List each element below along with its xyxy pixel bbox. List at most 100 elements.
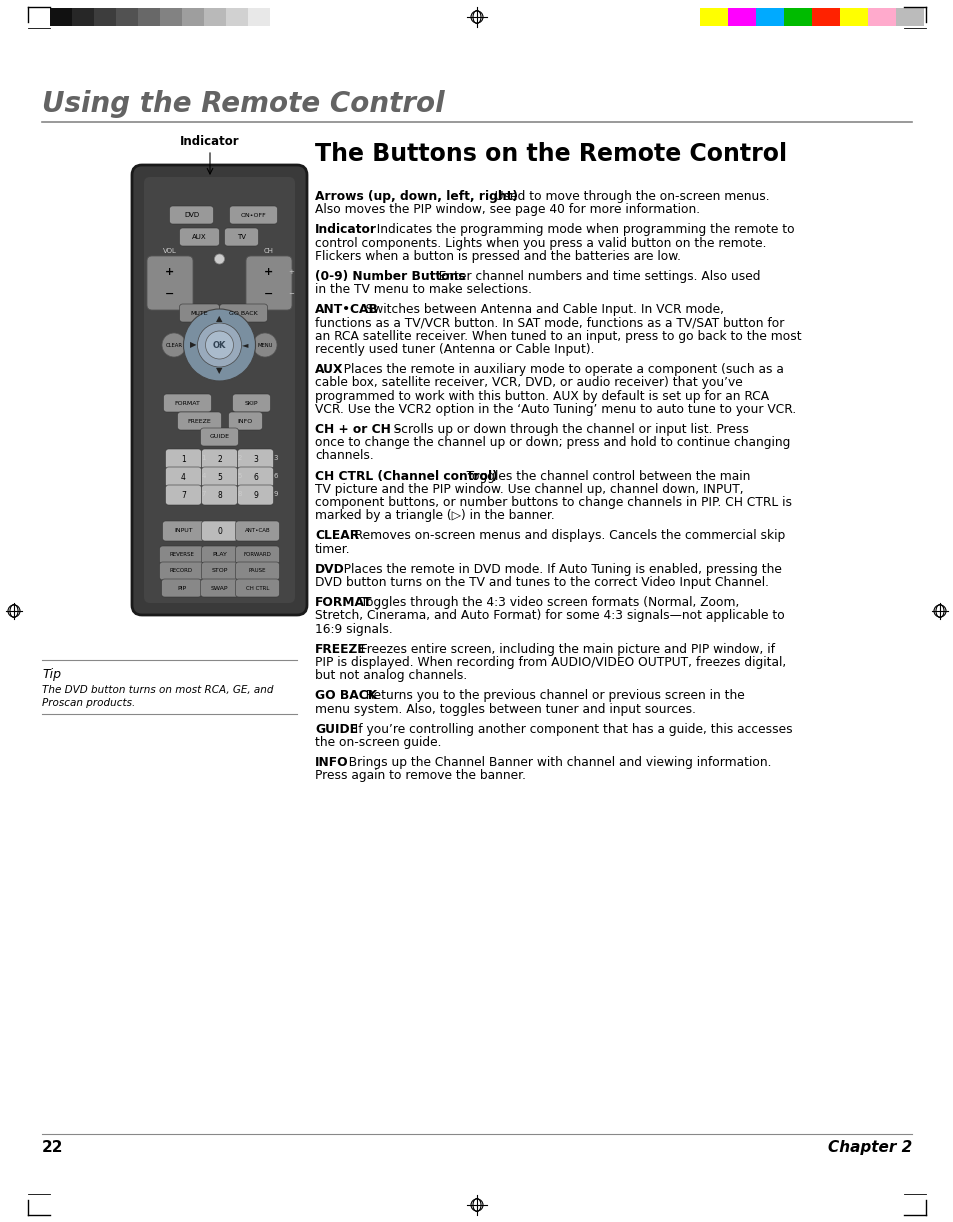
Text: channels.: channels.: [314, 450, 374, 462]
Bar: [700, 9, 727, 26]
Text: FORWARD: FORWARD: [243, 552, 272, 557]
Circle shape: [253, 334, 276, 357]
Circle shape: [197, 323, 241, 367]
Text: FORMAT: FORMAT: [314, 596, 372, 610]
Text: programmed to work with this button. AUX by default is set up for an RCA: programmed to work with this button. AUX…: [314, 390, 768, 402]
FancyBboxPatch shape: [144, 177, 294, 602]
Text: 3: 3: [253, 455, 257, 463]
Bar: [867, 9, 895, 26]
Bar: [50, 9, 71, 26]
FancyBboxPatch shape: [237, 485, 274, 505]
Text: FORMAT: FORMAT: [174, 401, 200, 406]
FancyBboxPatch shape: [224, 229, 258, 246]
Text: GO BACK: GO BACK: [314, 689, 376, 703]
Text: 5: 5: [217, 473, 222, 481]
FancyBboxPatch shape: [233, 393, 271, 412]
Text: 8: 8: [237, 491, 242, 497]
Text: 6: 6: [274, 473, 277, 479]
Text: Using the Remote Control: Using the Remote Control: [42, 90, 444, 119]
Text: 9: 9: [274, 491, 277, 497]
Text: 16:9 signals.: 16:9 signals.: [314, 622, 393, 635]
Text: GUIDE: GUIDE: [210, 435, 230, 440]
Bar: [116, 9, 138, 26]
Text: marked by a triangle (▷) in the banner.: marked by a triangle (▷) in the banner.: [314, 510, 554, 522]
Text: Brings up the Channel Banner with channel and viewing information.: Brings up the Channel Banner with channe…: [337, 756, 771, 769]
FancyBboxPatch shape: [179, 304, 219, 323]
Text: the on-screen guide.: the on-screen guide.: [314, 736, 441, 749]
Text: control components. Lights when you press a valid button on the remote.: control components. Lights when you pres…: [314, 237, 765, 249]
Bar: [248, 9, 270, 26]
Text: Chapter 2: Chapter 2: [827, 1140, 911, 1155]
Text: PIP: PIP: [176, 585, 186, 590]
Text: The DVD button turns on most RCA, GE, and: The DVD button turns on most RCA, GE, an…: [42, 686, 274, 695]
FancyBboxPatch shape: [229, 412, 262, 430]
FancyBboxPatch shape: [230, 207, 277, 224]
FancyBboxPatch shape: [165, 467, 201, 488]
Text: MENU: MENU: [257, 342, 273, 347]
Bar: [160, 9, 182, 26]
Bar: [811, 9, 840, 26]
Text: ◄: ◄: [242, 341, 249, 349]
Text: 1: 1: [181, 455, 186, 463]
FancyBboxPatch shape: [201, 467, 237, 488]
Text: cable box, satellite receiver, VCR, DVD, or audio receiver) that you’ve: cable box, satellite receiver, VCR, DVD,…: [314, 376, 742, 390]
Text: −: −: [288, 291, 294, 297]
Text: Also moves the PIP window, see page 40 for more information.: Also moves the PIP window, see page 40 f…: [314, 203, 700, 216]
Text: ▲: ▲: [216, 314, 222, 324]
Bar: [138, 9, 160, 26]
Bar: [840, 9, 867, 26]
Text: Places the remote in DVD mode. If Auto Tuning is enabled, pressing the: Places the remote in DVD mode. If Auto T…: [332, 563, 781, 576]
Text: timer.: timer.: [314, 543, 351, 556]
Text: Toggles through the 4:3 video screen formats (Normal, Zoom,: Toggles through the 4:3 video screen for…: [348, 596, 739, 610]
Text: 0: 0: [217, 527, 222, 535]
FancyBboxPatch shape: [201, 485, 237, 505]
Text: an RCA satellite receiver. When tuned to an input, press to go back to the most: an RCA satellite receiver. When tuned to…: [314, 330, 801, 343]
Text: Indicates the programming mode when programming the remote to: Indicates the programming mode when prog…: [365, 224, 794, 236]
Text: AUX: AUX: [192, 233, 207, 240]
FancyBboxPatch shape: [201, 448, 237, 469]
Text: GO BACK: GO BACK: [229, 310, 257, 315]
Text: but not analog channels.: but not analog channels.: [314, 670, 467, 682]
Text: PIP is displayed. When recording from AUDIO/VIDEO OUTPUT, freezes digital,: PIP is displayed. When recording from AU…: [314, 656, 785, 668]
Circle shape: [214, 254, 224, 264]
Text: FREEZE: FREEZE: [188, 418, 212, 424]
Text: 8: 8: [217, 490, 222, 500]
Text: PAUSE: PAUSE: [249, 568, 266, 573]
Text: CLEAR: CLEAR: [314, 529, 358, 543]
FancyBboxPatch shape: [201, 562, 237, 580]
Circle shape: [183, 309, 255, 381]
FancyBboxPatch shape: [132, 165, 307, 615]
Text: DVD button turns on the TV and tunes to the correct Video Input Channel.: DVD button turns on the TV and tunes to …: [314, 576, 768, 589]
Text: in the TV menu to make selections.: in the TV menu to make selections.: [314, 284, 532, 296]
Text: CH CTRL: CH CTRL: [246, 585, 269, 590]
FancyBboxPatch shape: [201, 521, 237, 541]
Text: ON•OFF: ON•OFF: [240, 213, 266, 218]
Text: PLAY: PLAY: [212, 552, 227, 557]
Text: INFO: INFO: [314, 756, 348, 769]
Text: recently used tuner (Antenna or Cable Input).: recently used tuner (Antenna or Cable In…: [314, 343, 594, 356]
Text: DVD: DVD: [184, 211, 199, 218]
Text: SWAP: SWAP: [211, 585, 228, 590]
Text: Switches between Antenna and Cable Input. In VCR mode,: Switches between Antenna and Cable Input…: [354, 303, 723, 316]
Text: ANT•CAB: ANT•CAB: [314, 303, 378, 316]
Text: +: +: [288, 269, 294, 275]
FancyBboxPatch shape: [200, 579, 238, 598]
Text: once to change the channel up or down; press and hold to continue changing: once to change the channel up or down; p…: [314, 436, 789, 450]
Text: DVD: DVD: [314, 563, 344, 576]
Text: FREEZE: FREEZE: [314, 643, 366, 656]
Text: TV picture and the PIP window. Use channel up, channel down, INPUT,: TV picture and the PIP window. Use chann…: [314, 483, 742, 496]
Text: Enter channel numbers and time settings. Also used: Enter channel numbers and time settings.…: [427, 270, 760, 284]
Bar: [727, 9, 755, 26]
Bar: [204, 9, 226, 26]
FancyBboxPatch shape: [165, 485, 201, 505]
FancyBboxPatch shape: [235, 579, 279, 598]
Text: Press again to remove the banner.: Press again to remove the banner.: [314, 770, 525, 782]
FancyBboxPatch shape: [246, 255, 292, 310]
FancyBboxPatch shape: [161, 579, 201, 598]
Text: Stretch, Cinerama, and Auto Format) for some 4:3 signals—not applicable to: Stretch, Cinerama, and Auto Format) for …: [314, 610, 784, 622]
Text: Freezes entire screen, including the main picture and PIP window, if: Freezes entire screen, including the mai…: [348, 643, 774, 656]
FancyBboxPatch shape: [159, 562, 203, 580]
Text: component buttons, or number buttons to change channels in PIP. CH CTRL is: component buttons, or number buttons to …: [314, 496, 791, 510]
Text: −: −: [264, 288, 274, 299]
Text: INPUT: INPUT: [174, 528, 193, 534]
